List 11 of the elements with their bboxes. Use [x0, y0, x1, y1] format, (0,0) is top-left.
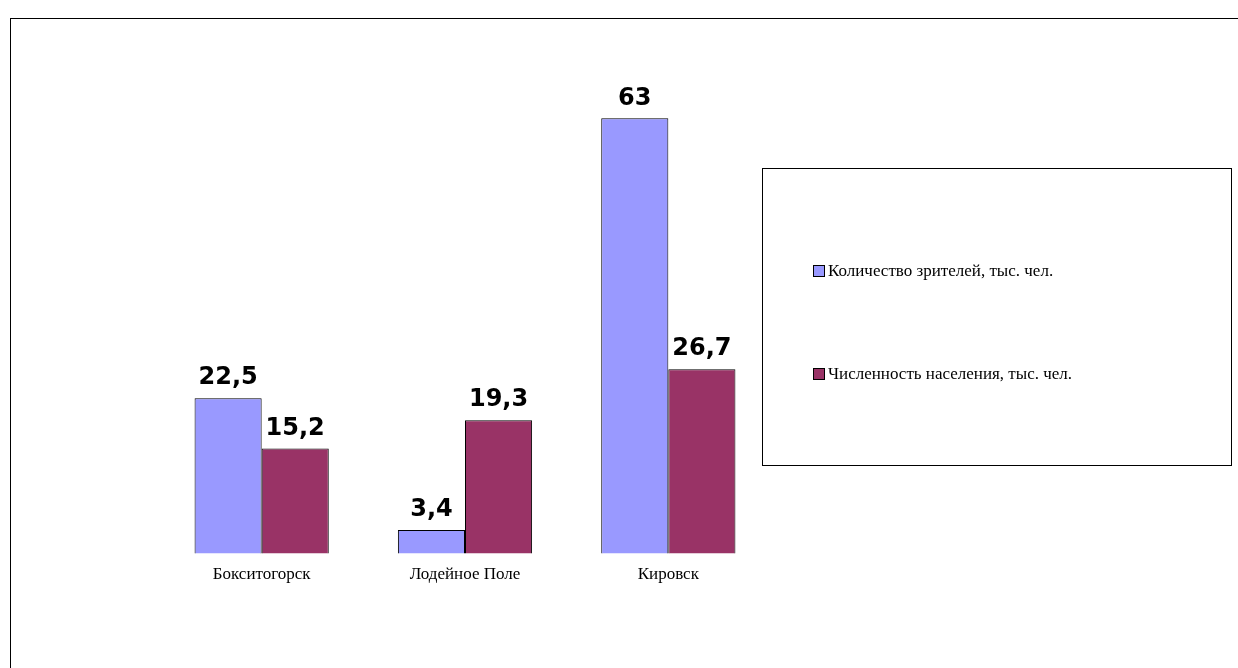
data-label: 3,4: [410, 494, 453, 523]
data-label: 15,2: [265, 412, 325, 441]
data-label: 26,7: [672, 333, 732, 362]
legend-label: Численность населения, тыс. чел.: [828, 363, 1073, 384]
data-label: 63: [618, 82, 652, 111]
data-label: 22,5: [198, 362, 258, 391]
x-tick-label: Бокситогорск: [212, 564, 312, 584]
x-tick-label: Лодейное Поле: [409, 564, 521, 584]
data-label: 19,3: [468, 384, 529, 413]
legend-label: Количество зрителей, тыс. чел.: [828, 260, 1054, 281]
x-tick-label: Кировск: [637, 564, 700, 584]
